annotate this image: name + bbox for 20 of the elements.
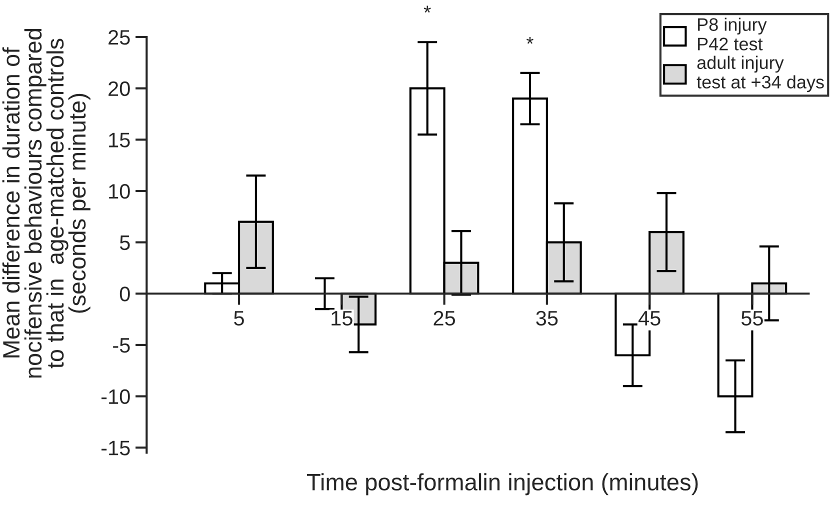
x-tick-label: 55 xyxy=(741,311,763,326)
y-axis-title: Mean difference in duration of nocifensive behaviours compared to that in age-matched controls (seconds per minute) xyxy=(2,28,90,378)
y-tick-label: 20 xyxy=(108,81,130,96)
x-tick-label: 45 xyxy=(638,311,660,326)
x-tick-label: 5 xyxy=(234,311,244,326)
annotation: * xyxy=(526,36,534,44)
text: * xyxy=(424,6,431,13)
y-tick-label: 15 xyxy=(109,132,130,148)
y-tick-label: 25 xyxy=(108,30,130,45)
y-tick-label: 10 xyxy=(109,184,130,199)
y-tick-label: -10 xyxy=(101,389,130,404)
x-tick-label: 25 xyxy=(434,310,456,326)
x-axis-title: Time post-formalin injection (minutes) xyxy=(306,473,698,496)
legend-label: adult injury test at +34 days xyxy=(696,56,824,92)
y-tick-label: 5 xyxy=(120,236,130,250)
y-tick-label: -5 xyxy=(113,338,130,353)
y-tick-label: -15 xyxy=(101,440,130,456)
x-tick-label: 35 xyxy=(536,310,558,326)
y-tick-label: 0 xyxy=(120,286,130,302)
x-tick-label: 15 xyxy=(332,311,352,326)
